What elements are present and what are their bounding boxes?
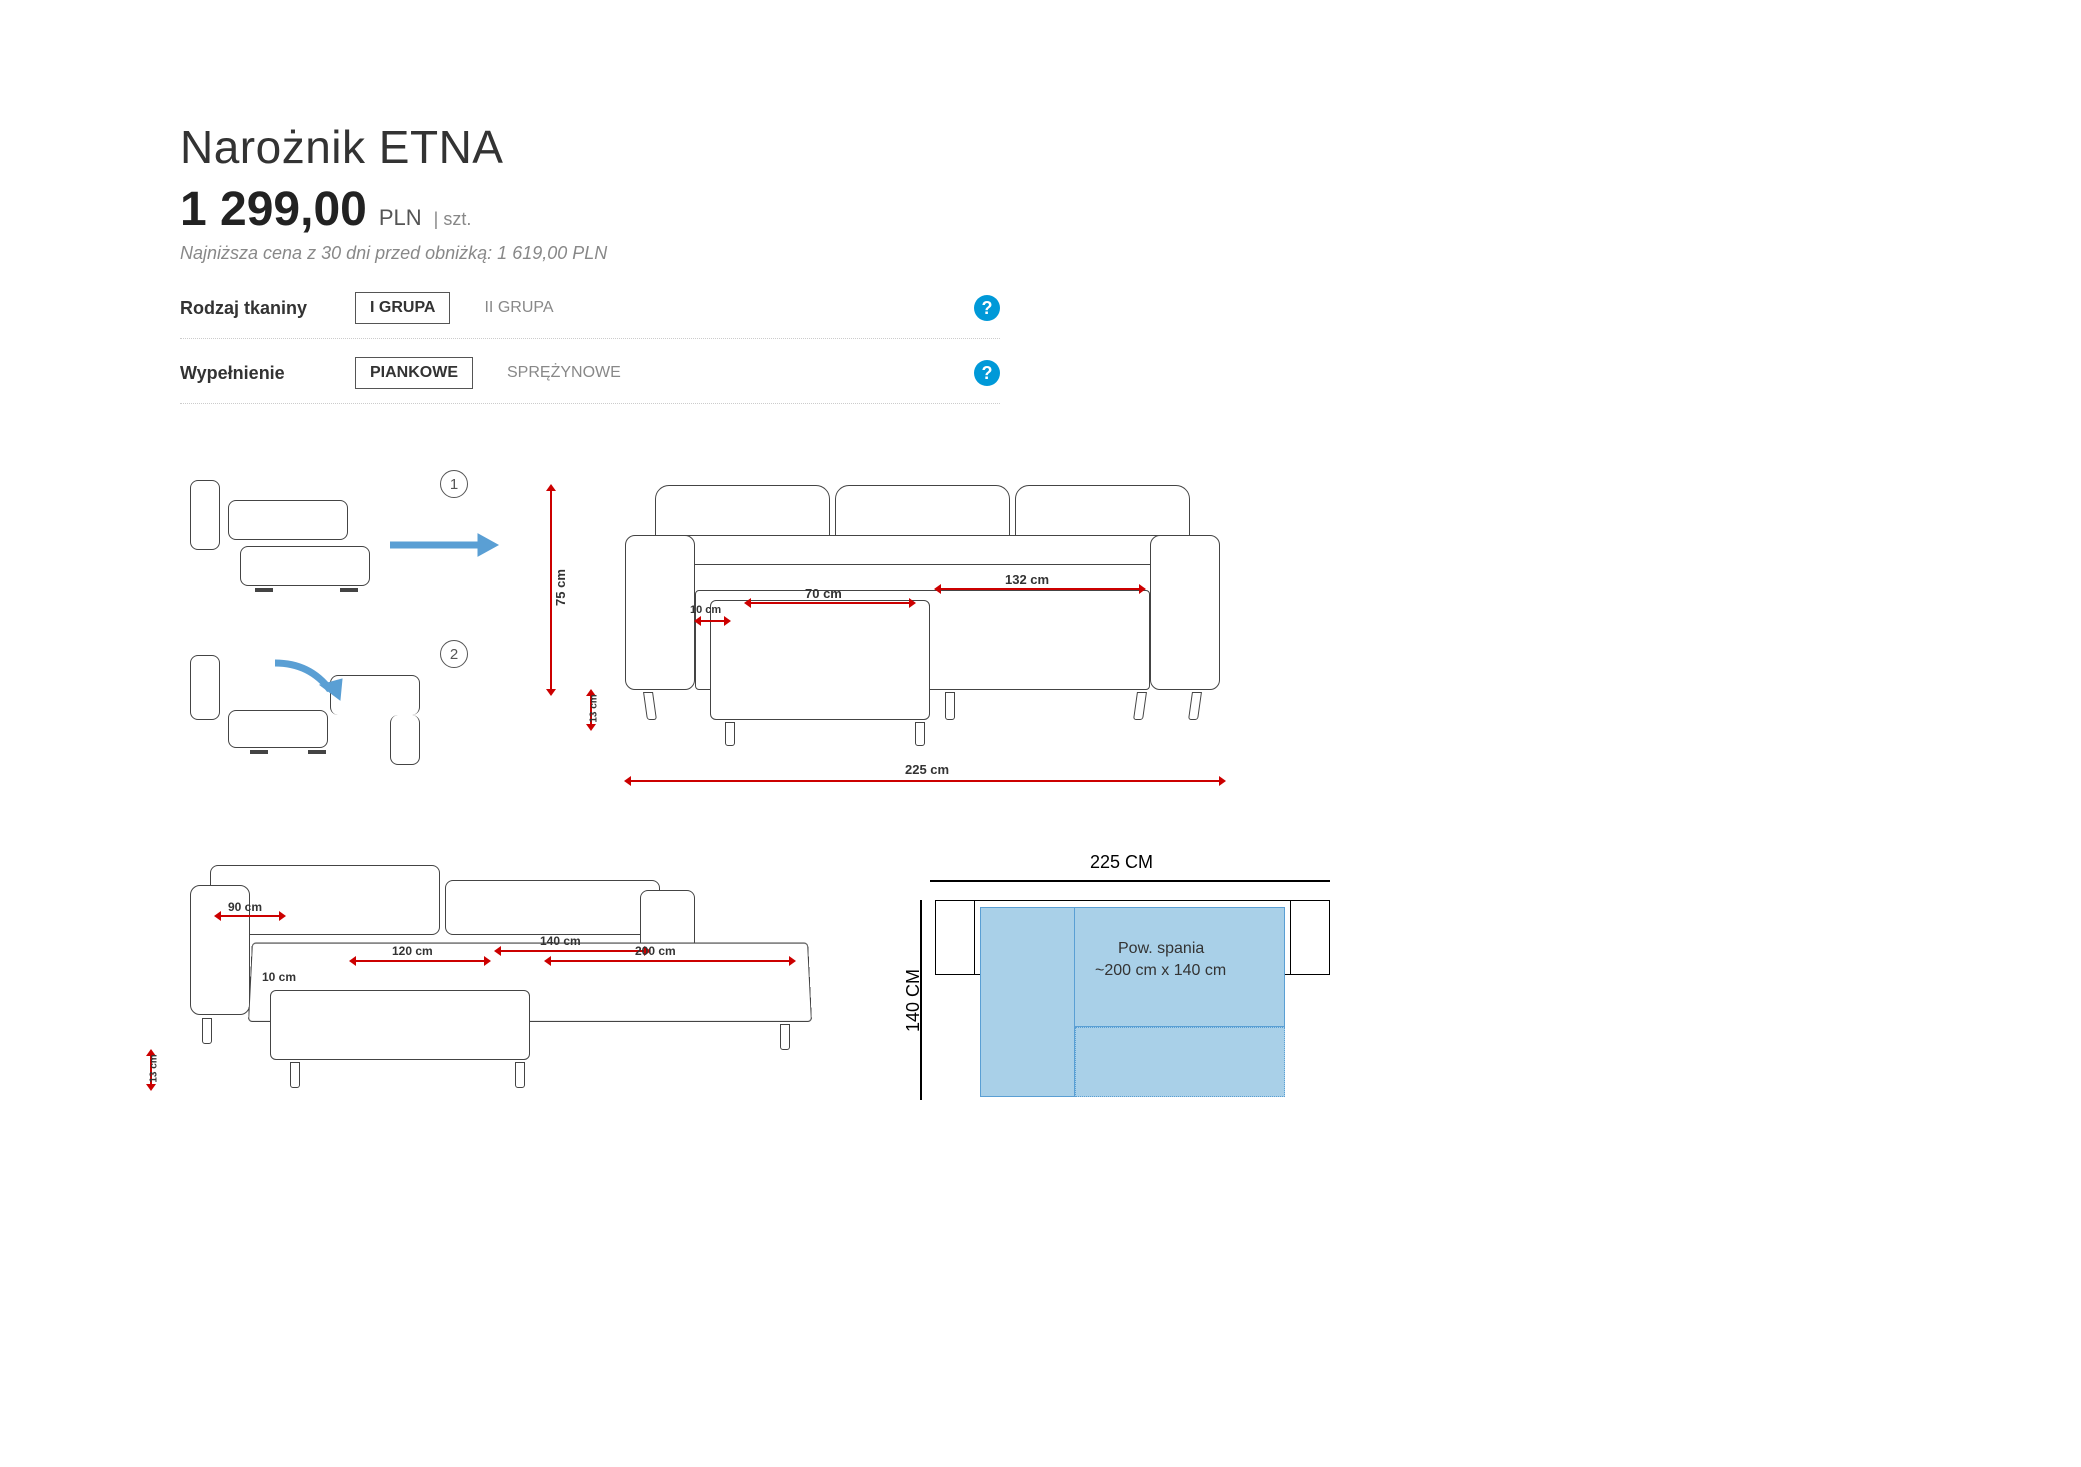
filling-help-icon[interactable]: ? bbox=[974, 360, 1000, 386]
sofa-topview-diagram: 225 CM 140 CM Pow. spania ~200 cm x 140 … bbox=[900, 840, 1370, 1140]
filling-label: Wypełnienie bbox=[180, 363, 335, 384]
price-currency: PLN bbox=[379, 205, 422, 231]
arrow-right-icon bbox=[390, 530, 500, 560]
topview-depth-label: 140 CM bbox=[903, 969, 924, 1032]
arrow-down-icon bbox=[270, 655, 360, 705]
fabric-option-1-button[interactable]: I GRUPA bbox=[355, 292, 450, 324]
step-1-badge: 1 bbox=[440, 470, 468, 498]
fabric-option-2-button[interactable]: II GRUPA bbox=[470, 293, 567, 323]
filling-option-1-button[interactable]: PIANKOWE bbox=[355, 357, 473, 389]
config-step1-sketch bbox=[180, 480, 410, 590]
sleep-area-dims: ~200 cm x 140 cm bbox=[1095, 962, 1226, 980]
sleep-area-title: Pow. spania bbox=[1118, 940, 1204, 958]
fabric-option-row: Rodzaj tkaniny I GRUPA II GRUPA ? bbox=[180, 274, 1000, 339]
price-unit: | szt. bbox=[434, 209, 472, 230]
price-value: 1 299,00 bbox=[180, 182, 367, 237]
lowest-price-note: Najniższa cena z 30 dni przed obniżką: 1… bbox=[180, 243, 1000, 264]
product-title: Narożnik ETNA bbox=[180, 120, 1000, 174]
fabric-help-icon[interactable]: ? bbox=[974, 295, 1000, 321]
fabric-label: Rodzaj tkaniny bbox=[180, 298, 335, 319]
price-row: 1 299,00 PLN | szt. bbox=[180, 182, 1000, 237]
sofa-front-diagram: 75 cm 13 cm 10 cm 70 cm 132 cm bbox=[550, 480, 1270, 800]
sofa-bed-diagram: 90 cm 10 cm 120 cm 140 cm 200 cm 13 cm bbox=[140, 860, 860, 1140]
topview-width-label: 225 CM bbox=[1090, 852, 1153, 873]
step-2-badge: 2 bbox=[440, 640, 468, 668]
filling-option-row: Wypełnienie PIANKOWE SPRĘŻYNOWE ? bbox=[180, 339, 1000, 404]
filling-option-2-button[interactable]: SPRĘŻYNOWE bbox=[493, 358, 635, 388]
